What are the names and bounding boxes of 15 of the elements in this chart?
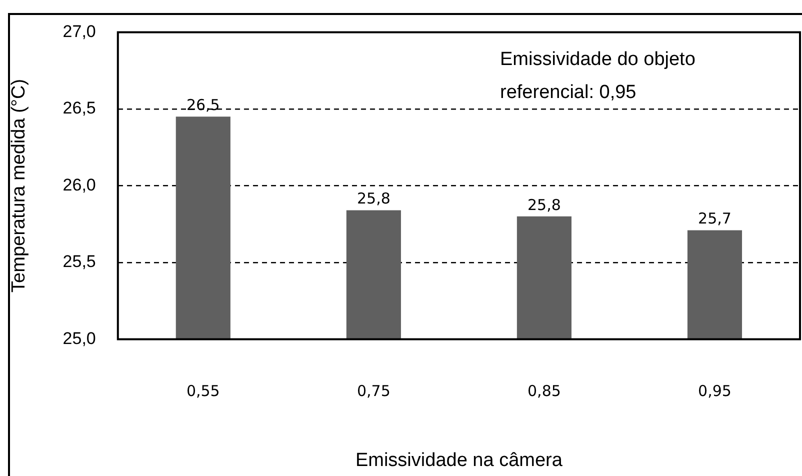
- y-tick-label: 26,0: [62, 175, 96, 194]
- data-label: 25,8: [528, 196, 561, 214]
- y-axis-title: Temperatura medida (°C): [8, 78, 30, 292]
- y-tick-label: 25,5: [62, 252, 96, 272]
- x-tick-label: 0,55: [186, 382, 220, 400]
- x-tick-label: 0,85: [528, 382, 561, 400]
- annotation: Emissividade do objeto referencial: 0,95: [500, 48, 696, 103]
- data-label: 25,7: [698, 210, 732, 228]
- data-label: 25,8: [356, 190, 390, 208]
- x-tick-label: 0,95: [698, 382, 732, 400]
- x-tick-label: 0,75: [356, 382, 390, 400]
- y-tick-label: 26,5: [62, 98, 96, 118]
- y-tick-label: 27,0: [62, 22, 96, 41]
- x-axis-title: Emissividade na câmera: [355, 450, 563, 471]
- y-tick-label: 25,0: [62, 328, 96, 348]
